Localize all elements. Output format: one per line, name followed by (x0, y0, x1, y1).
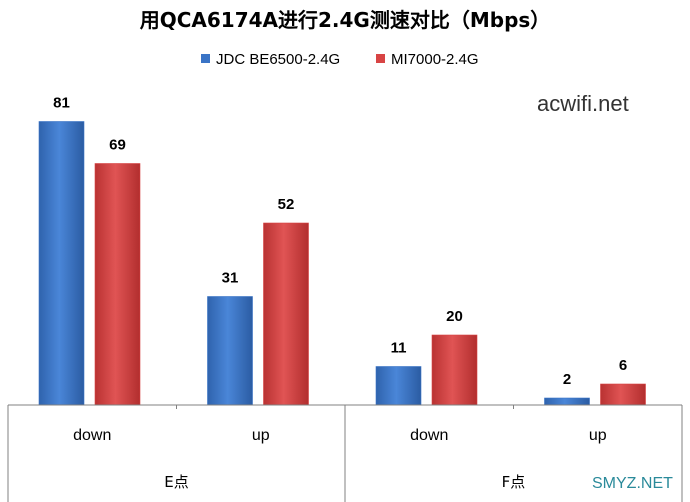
data-label-series-2-cat-2: 52 (278, 196, 295, 213)
bar-series-2-cat-3 (431, 334, 478, 406)
data-label-series-2-cat-1: 69 (109, 137, 126, 154)
bar-series-2-cat-1 (94, 163, 141, 406)
x-tick-label: up (252, 427, 270, 444)
legend-label-series-2: MI7000-2.4G (391, 51, 479, 68)
legend: JDC BE6500-2.4G MI7000-2.4G (201, 51, 479, 68)
data-label-series-2-cat-4: 6 (619, 357, 627, 374)
x-group-label: E点 (164, 473, 188, 491)
data-label-series-1-cat-3: 11 (391, 340, 407, 357)
x-axis: down up down up E点 F点 (7, 404, 683, 502)
bar-series-1-cat-2 (207, 296, 253, 406)
x-tick-label: up (589, 427, 607, 444)
x-tick-label: down (410, 427, 448, 444)
bars-layer (38, 121, 646, 406)
bar-series-1-cat-4 (544, 397, 590, 406)
bar-series-1-cat-3 (375, 366, 422, 406)
bar-series-1-cat-1 (38, 121, 85, 406)
x-group-label: F点 (502, 473, 526, 491)
data-label-series-1-cat-2: 31 (222, 270, 239, 287)
data-label-series-1-cat-4: 2 (563, 371, 571, 388)
chart-title: 用QCA6174A进行2.4G测速对比（Mbps） (140, 8, 551, 32)
value-labels-layer: 81 31 11 2 69 52 20 6 (53, 95, 627, 389)
data-label-series-1-cat-1: 81 (53, 95, 70, 112)
legend-swatch-series-2 (376, 54, 385, 63)
bar-series-2-cat-4 (600, 383, 646, 406)
legend-swatch-series-1 (201, 54, 210, 63)
legend-label-series-1: JDC BE6500-2.4G (216, 51, 340, 68)
watermark-acwifi: acwifi.net (537, 91, 629, 116)
watermark-smyz: SMYZ.NET (592, 475, 673, 492)
x-tick-label: down (73, 427, 111, 444)
data-label-series-2-cat-3: 20 (446, 308, 463, 325)
bar-series-2-cat-2 (263, 222, 309, 406)
